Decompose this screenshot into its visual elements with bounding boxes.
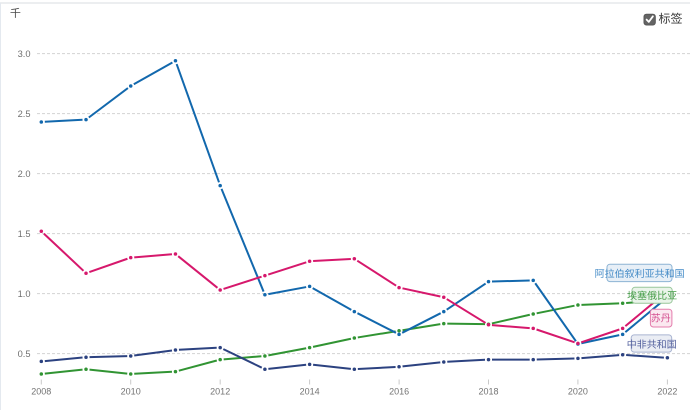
svg-text:2016: 2016 [389, 386, 409, 396]
svg-text:2014: 2014 [300, 386, 320, 396]
svg-text:2008: 2008 [31, 386, 51, 396]
svg-text:2012: 2012 [210, 386, 230, 396]
svg-text:2.0: 2.0 [18, 169, 31, 179]
svg-text:1.0: 1.0 [18, 289, 31, 299]
svg-text:2020: 2020 [568, 386, 588, 396]
svg-text:0.5: 0.5 [18, 349, 31, 359]
svg-text:2010: 2010 [121, 386, 141, 396]
svg-text:2.5: 2.5 [18, 109, 31, 119]
svg-text:2022: 2022 [657, 386, 677, 396]
svg-text:2018: 2018 [478, 386, 498, 396]
svg-text:3.0: 3.0 [18, 49, 31, 59]
svg-text:1.5: 1.5 [18, 229, 31, 239]
